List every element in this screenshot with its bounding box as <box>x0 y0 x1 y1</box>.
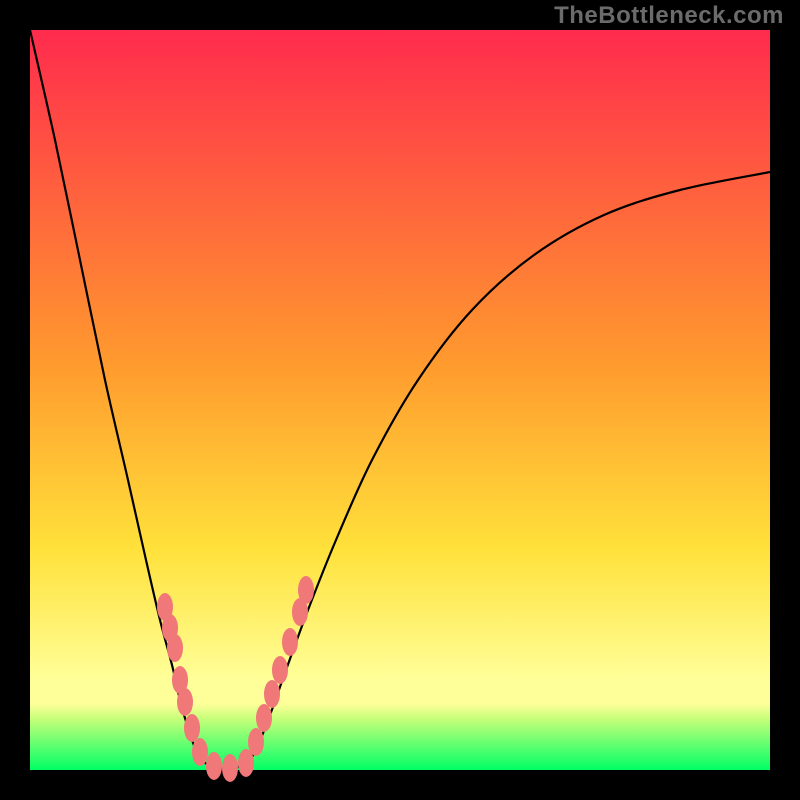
curve-line <box>30 30 770 769</box>
plot-area <box>30 30 770 770</box>
marker-point <box>256 704 272 732</box>
chart-outer: TheBottleneck.com <box>0 0 800 800</box>
marker-point <box>167 634 183 662</box>
marker-point <box>272 656 288 684</box>
marker-point <box>248 728 264 756</box>
marker-point <box>192 738 208 766</box>
bottleneck-curve <box>30 30 770 770</box>
marker-point <box>177 688 193 716</box>
marker-point <box>222 754 238 782</box>
marker-point <box>282 628 298 656</box>
watermark-text: TheBottleneck.com <box>554 2 784 30</box>
marker-point <box>298 576 314 604</box>
marker-point <box>264 680 280 708</box>
marker-point <box>206 752 222 780</box>
markers-group <box>157 576 314 782</box>
marker-point <box>184 714 200 742</box>
